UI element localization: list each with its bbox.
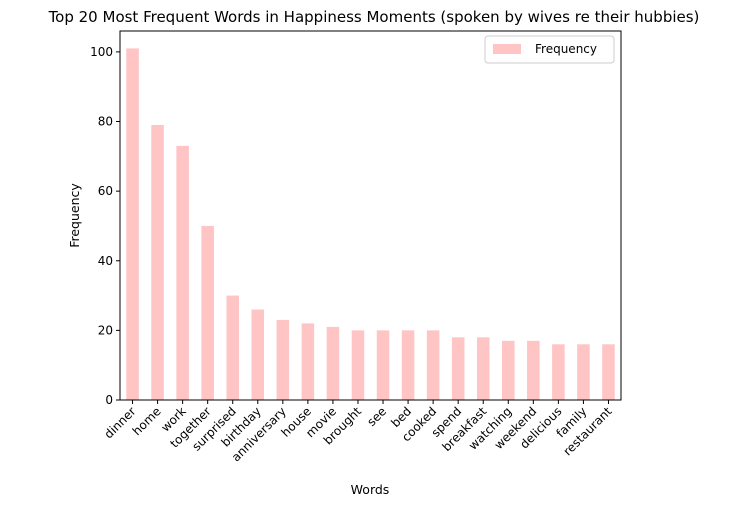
y-tick-label: 0 xyxy=(105,393,113,407)
y-tick-label: 60 xyxy=(98,184,113,198)
bar-bed xyxy=(401,330,415,400)
bar-weekend xyxy=(527,340,540,400)
bar-surprised xyxy=(226,295,239,400)
x-axis-label: Words xyxy=(351,482,390,497)
bar-birthday xyxy=(251,309,265,400)
y-axis-label: Frequency xyxy=(67,183,82,248)
x-tick-label: see xyxy=(364,404,389,429)
bar-home xyxy=(151,124,164,400)
bar-see xyxy=(376,330,390,400)
x-tick-label: home xyxy=(130,404,164,438)
bar-breakfast xyxy=(476,337,490,400)
legend-swatch xyxy=(493,44,521,54)
bar-spend xyxy=(451,337,465,400)
bar-together xyxy=(201,225,214,400)
x-tick-label: dinner xyxy=(102,404,139,441)
bar-cooked xyxy=(426,330,440,400)
bar-dinner xyxy=(126,48,139,400)
bar-family xyxy=(577,344,590,400)
bar-restaurant xyxy=(602,344,615,400)
y-tick-label: 40 xyxy=(98,254,113,268)
bar-house xyxy=(301,323,315,400)
legend: Frequency xyxy=(484,35,615,64)
y-tick-label: 20 xyxy=(98,323,113,337)
bar-delicious xyxy=(552,344,565,400)
bars-group xyxy=(126,48,615,400)
plot-frame xyxy=(119,30,622,401)
y-axis: 0 20 40 60 80 100 xyxy=(90,45,120,407)
bar-anniversary xyxy=(276,319,290,400)
y-tick-label: 100 xyxy=(90,45,113,59)
bar-work xyxy=(176,145,189,400)
y-tick-label: 80 xyxy=(98,115,113,129)
legend-label: Frequency xyxy=(535,42,597,56)
x-axis: dinnerhomeworktogethersurprisedbirthdaya… xyxy=(102,400,615,464)
bar-watching xyxy=(502,340,515,400)
legend-frame xyxy=(484,35,615,64)
chart-title: Top 20 Most Frequent Words in Happiness … xyxy=(48,8,700,26)
bar-movie xyxy=(326,326,340,400)
bar-brought xyxy=(351,330,365,400)
